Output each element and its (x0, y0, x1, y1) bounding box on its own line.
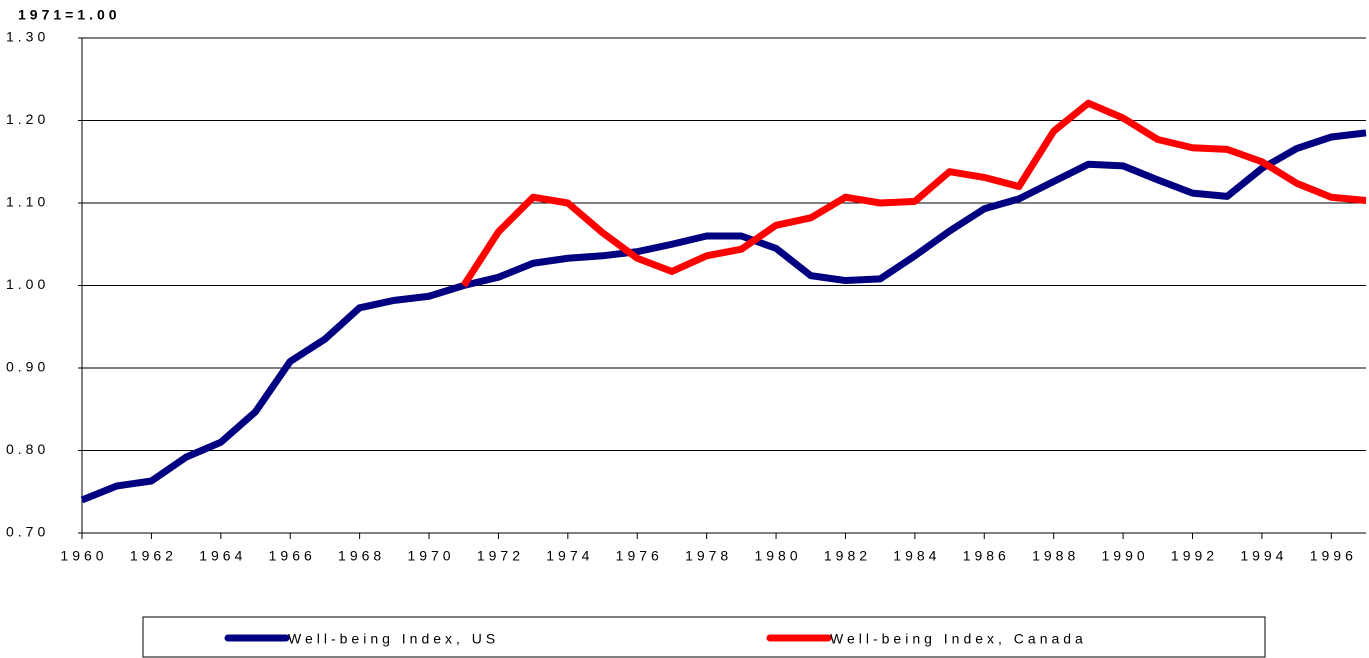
x-tick-label: 1966 (269, 548, 316, 564)
x-tick-label: 1986 (963, 548, 1010, 564)
line-series (80, 129, 1367, 504)
x-tick-label: 1960 (60, 548, 107, 564)
y-tick-label: 1.30 (6, 29, 49, 45)
x-tick-label: 1970 (407, 548, 454, 564)
x-tick-label: 1984 (893, 548, 940, 564)
x-tick-label: 1978 (685, 548, 732, 564)
chart-title: 1971=1.00 (18, 7, 121, 23)
legend-label: Well-being Index, Canada (830, 631, 1087, 647)
y-tick-label: 0.70 (6, 524, 49, 540)
x-tick-label: 1994 (1240, 548, 1287, 564)
line-series (460, 99, 1367, 288)
y-tick-label: 1.20 (6, 111, 49, 127)
legend-box (142, 616, 1266, 658)
x-tick-label: 1976 (616, 548, 663, 564)
x-tick-label: 1982 (824, 548, 871, 564)
y-tick-label: 0.90 (6, 359, 49, 375)
x-tick-label: 1972 (477, 548, 524, 564)
y-tick-label: 0.80 (6, 441, 49, 457)
legend-label: Well-being Index, US (288, 631, 499, 647)
x-tick-label: 1996 (1310, 548, 1357, 564)
x-tick-label: 1968 (338, 548, 385, 564)
x-tick-label: 1962 (130, 548, 177, 564)
x-tick-label: 1974 (546, 548, 593, 564)
y-tick-label: 1.10 (6, 194, 49, 210)
x-tick-label: 1980 (754, 548, 801, 564)
x-tick-label: 1964 (199, 548, 246, 564)
x-tick-label: 1990 (1102, 548, 1149, 564)
y-tick-label: 1.00 (6, 276, 49, 292)
x-tick-label: 1988 (1032, 548, 1079, 564)
x-tick-label: 1992 (1171, 548, 1218, 564)
